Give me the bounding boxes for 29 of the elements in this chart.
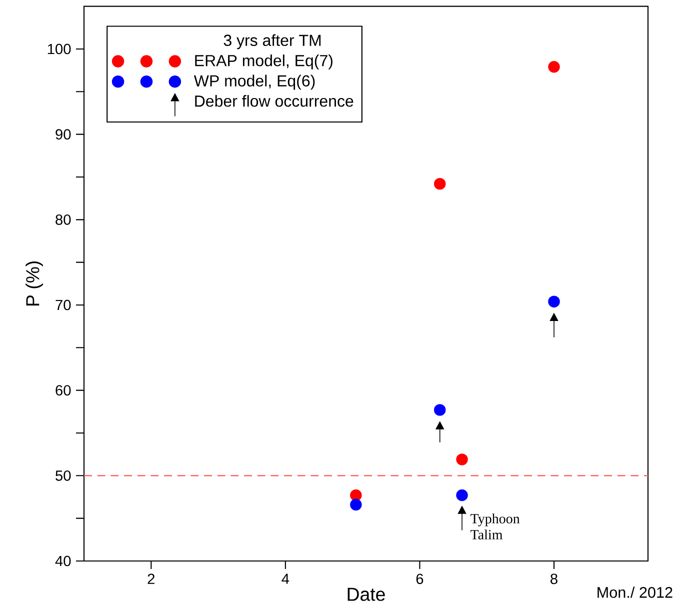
annotation: Typhoon Talim <box>470 514 520 540</box>
point <box>434 178 446 190</box>
point <box>456 489 468 502</box>
point <box>458 506 466 514</box>
x-tick-label: 4 <box>282 574 290 584</box>
legend-label: Deber flow occurrence <box>195 95 354 107</box>
y-tick-label: 70 <box>56 300 71 310</box>
point <box>350 498 362 511</box>
legend-title: 3 yrs after TM <box>224 34 321 50</box>
y-tick-label: 40 <box>55 556 71 566</box>
point <box>548 296 560 308</box>
legend-label: WP model, Eq(6) <box>194 74 315 90</box>
y-tick-label: 50 <box>56 470 71 481</box>
x-tick-label: 2 <box>148 574 154 584</box>
x-axis-title: Date <box>348 588 385 601</box>
point <box>434 404 446 416</box>
point <box>550 313 558 321</box>
point <box>456 454 468 466</box>
y-tick-label: 80 <box>56 214 71 225</box>
legend-label: ERAP model, Eq(7) <box>195 54 332 70</box>
x-tick-label: 8 <box>550 574 558 584</box>
point <box>548 61 560 73</box>
y-axis-title: P (%) <box>26 261 44 306</box>
y-tick-label: 60 <box>56 385 71 396</box>
point <box>436 422 444 430</box>
x-tick-label: 6 <box>416 574 424 584</box>
y-tick-label: 100 <box>48 44 71 54</box>
y-tick-label: 90 <box>56 129 71 140</box>
text: Mon./ 2012 <box>598 586 672 598</box>
